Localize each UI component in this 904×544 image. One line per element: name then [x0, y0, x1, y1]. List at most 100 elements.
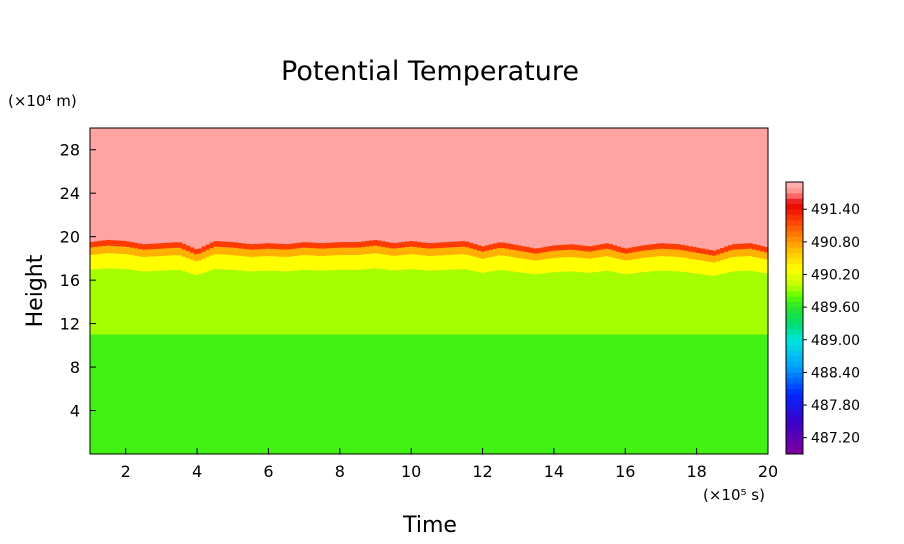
colorbar-swatch [786, 405, 803, 411]
heatmap-cell [596, 244, 602, 251]
heatmap-column [512, 244, 518, 335]
heatmap-cell [588, 272, 594, 335]
heatmap-cell [165, 270, 171, 335]
heatmap-column [448, 241, 454, 335]
heatmap-cell [520, 272, 526, 335]
heatmap-column [273, 243, 279, 335]
heatmap-cell [624, 274, 630, 335]
heatmap-cell [468, 242, 474, 249]
heatmap-column [205, 244, 211, 335]
heatmap-cell [484, 250, 490, 258]
heatmap-cell [752, 244, 757, 250]
heatmap-cell [648, 271, 653, 335]
heatmap-cell [233, 255, 239, 271]
heatmap-cell [732, 256, 737, 272]
heatmap-cell [137, 270, 143, 335]
heatmap-cell [365, 268, 370, 335]
heatmap-column [432, 242, 438, 335]
heatmap-cell [141, 249, 147, 257]
heatmap-cell [105, 253, 111, 269]
heatmap-cell [361, 254, 366, 270]
heatmap-cell [568, 256, 574, 272]
heatmap-cell [652, 271, 657, 335]
colorbar-tick-label: 489.00 [811, 333, 860, 349]
heatmap-cell [377, 246, 382, 254]
heatmap-cell [596, 257, 602, 272]
heatmap-cell [317, 255, 322, 271]
heatmap-cell [261, 256, 267, 271]
heatmap-cell [612, 245, 618, 251]
heatmap-column [640, 245, 645, 335]
heatmap-column [436, 242, 442, 335]
heatmap-cell [440, 269, 446, 335]
colorbar-swatch [786, 410, 803, 417]
heatmap-column [588, 246, 594, 335]
heatmap-column [644, 244, 649, 335]
heatmap-cell [752, 249, 757, 257]
heatmap-cell [720, 253, 725, 261]
heatmap-column [504, 243, 510, 335]
heatmap-column [97, 240, 103, 335]
heatmap-column [157, 243, 163, 335]
heatmap-cell [173, 269, 179, 335]
heatmap-cell [564, 257, 570, 272]
heatmap-cell [229, 269, 235, 335]
heatmap-cell [744, 256, 749, 271]
heatmap-cell [373, 268, 378, 335]
heatmap-cell [716, 254, 721, 262]
heatmap-cell [197, 253, 203, 261]
heatmap-column [440, 242, 446, 335]
heatmap-cell [660, 243, 665, 249]
heatmap-cell [265, 243, 271, 249]
x-tick-label: 20 [758, 462, 778, 481]
heatmap-column [129, 242, 135, 335]
heatmap-cell [556, 250, 562, 258]
heatmap-cell [90, 247, 95, 255]
heatmap-cell [109, 240, 115, 246]
heatmap-column [580, 245, 586, 335]
heatmap-cell [141, 271, 147, 335]
heatmap-cell [313, 255, 318, 271]
colorbar-tick-label: 490.80 [811, 235, 860, 251]
heatmap-cell [217, 254, 223, 270]
heatmap-cell [688, 272, 693, 335]
heatmap-cell [333, 247, 338, 256]
heatmap-column [253, 243, 259, 335]
colorbar-tick-label: 487.20 [811, 431, 860, 447]
heatmap-cell [361, 241, 366, 248]
colorbar-swatch [786, 426, 803, 433]
heatmap-cell [133, 255, 139, 271]
heatmap-column [429, 243, 434, 335]
heatmap-cell [129, 269, 135, 335]
heatmap-cell [508, 256, 514, 272]
heatmap-cell [644, 250, 649, 258]
heatmap-cell [604, 270, 610, 335]
heatmap-cell [269, 256, 275, 271]
heatmap-cell [704, 254, 709, 262]
heatmap-cell [389, 242, 394, 249]
heatmap-column [540, 247, 546, 335]
heatmap-column [452, 241, 458, 335]
heatmap-cell [616, 246, 622, 252]
heatmap-column [329, 242, 334, 335]
heatmap-cell [209, 270, 215, 335]
heatmap-cell [536, 260, 542, 275]
heatmap-cell [149, 270, 155, 335]
heatmap-cell [532, 260, 538, 275]
heatmap-cell [309, 248, 314, 256]
heatmap-cell [716, 261, 721, 275]
heatmap-column [133, 242, 139, 335]
heatmap-cell [572, 250, 578, 258]
heatmap-cell [672, 271, 677, 335]
heatmap-cell [317, 243, 322, 249]
heatmap-cell [281, 249, 287, 257]
heatmap-cell [177, 247, 183, 256]
heatmap-cell [576, 250, 582, 258]
x-tick-label: 6 [263, 462, 273, 481]
heatmap-column [552, 245, 558, 335]
heatmap-column [337, 242, 342, 335]
heatmap-cell [628, 252, 633, 260]
heatmap-cell [464, 241, 470, 248]
heatmap-column [652, 243, 657, 335]
